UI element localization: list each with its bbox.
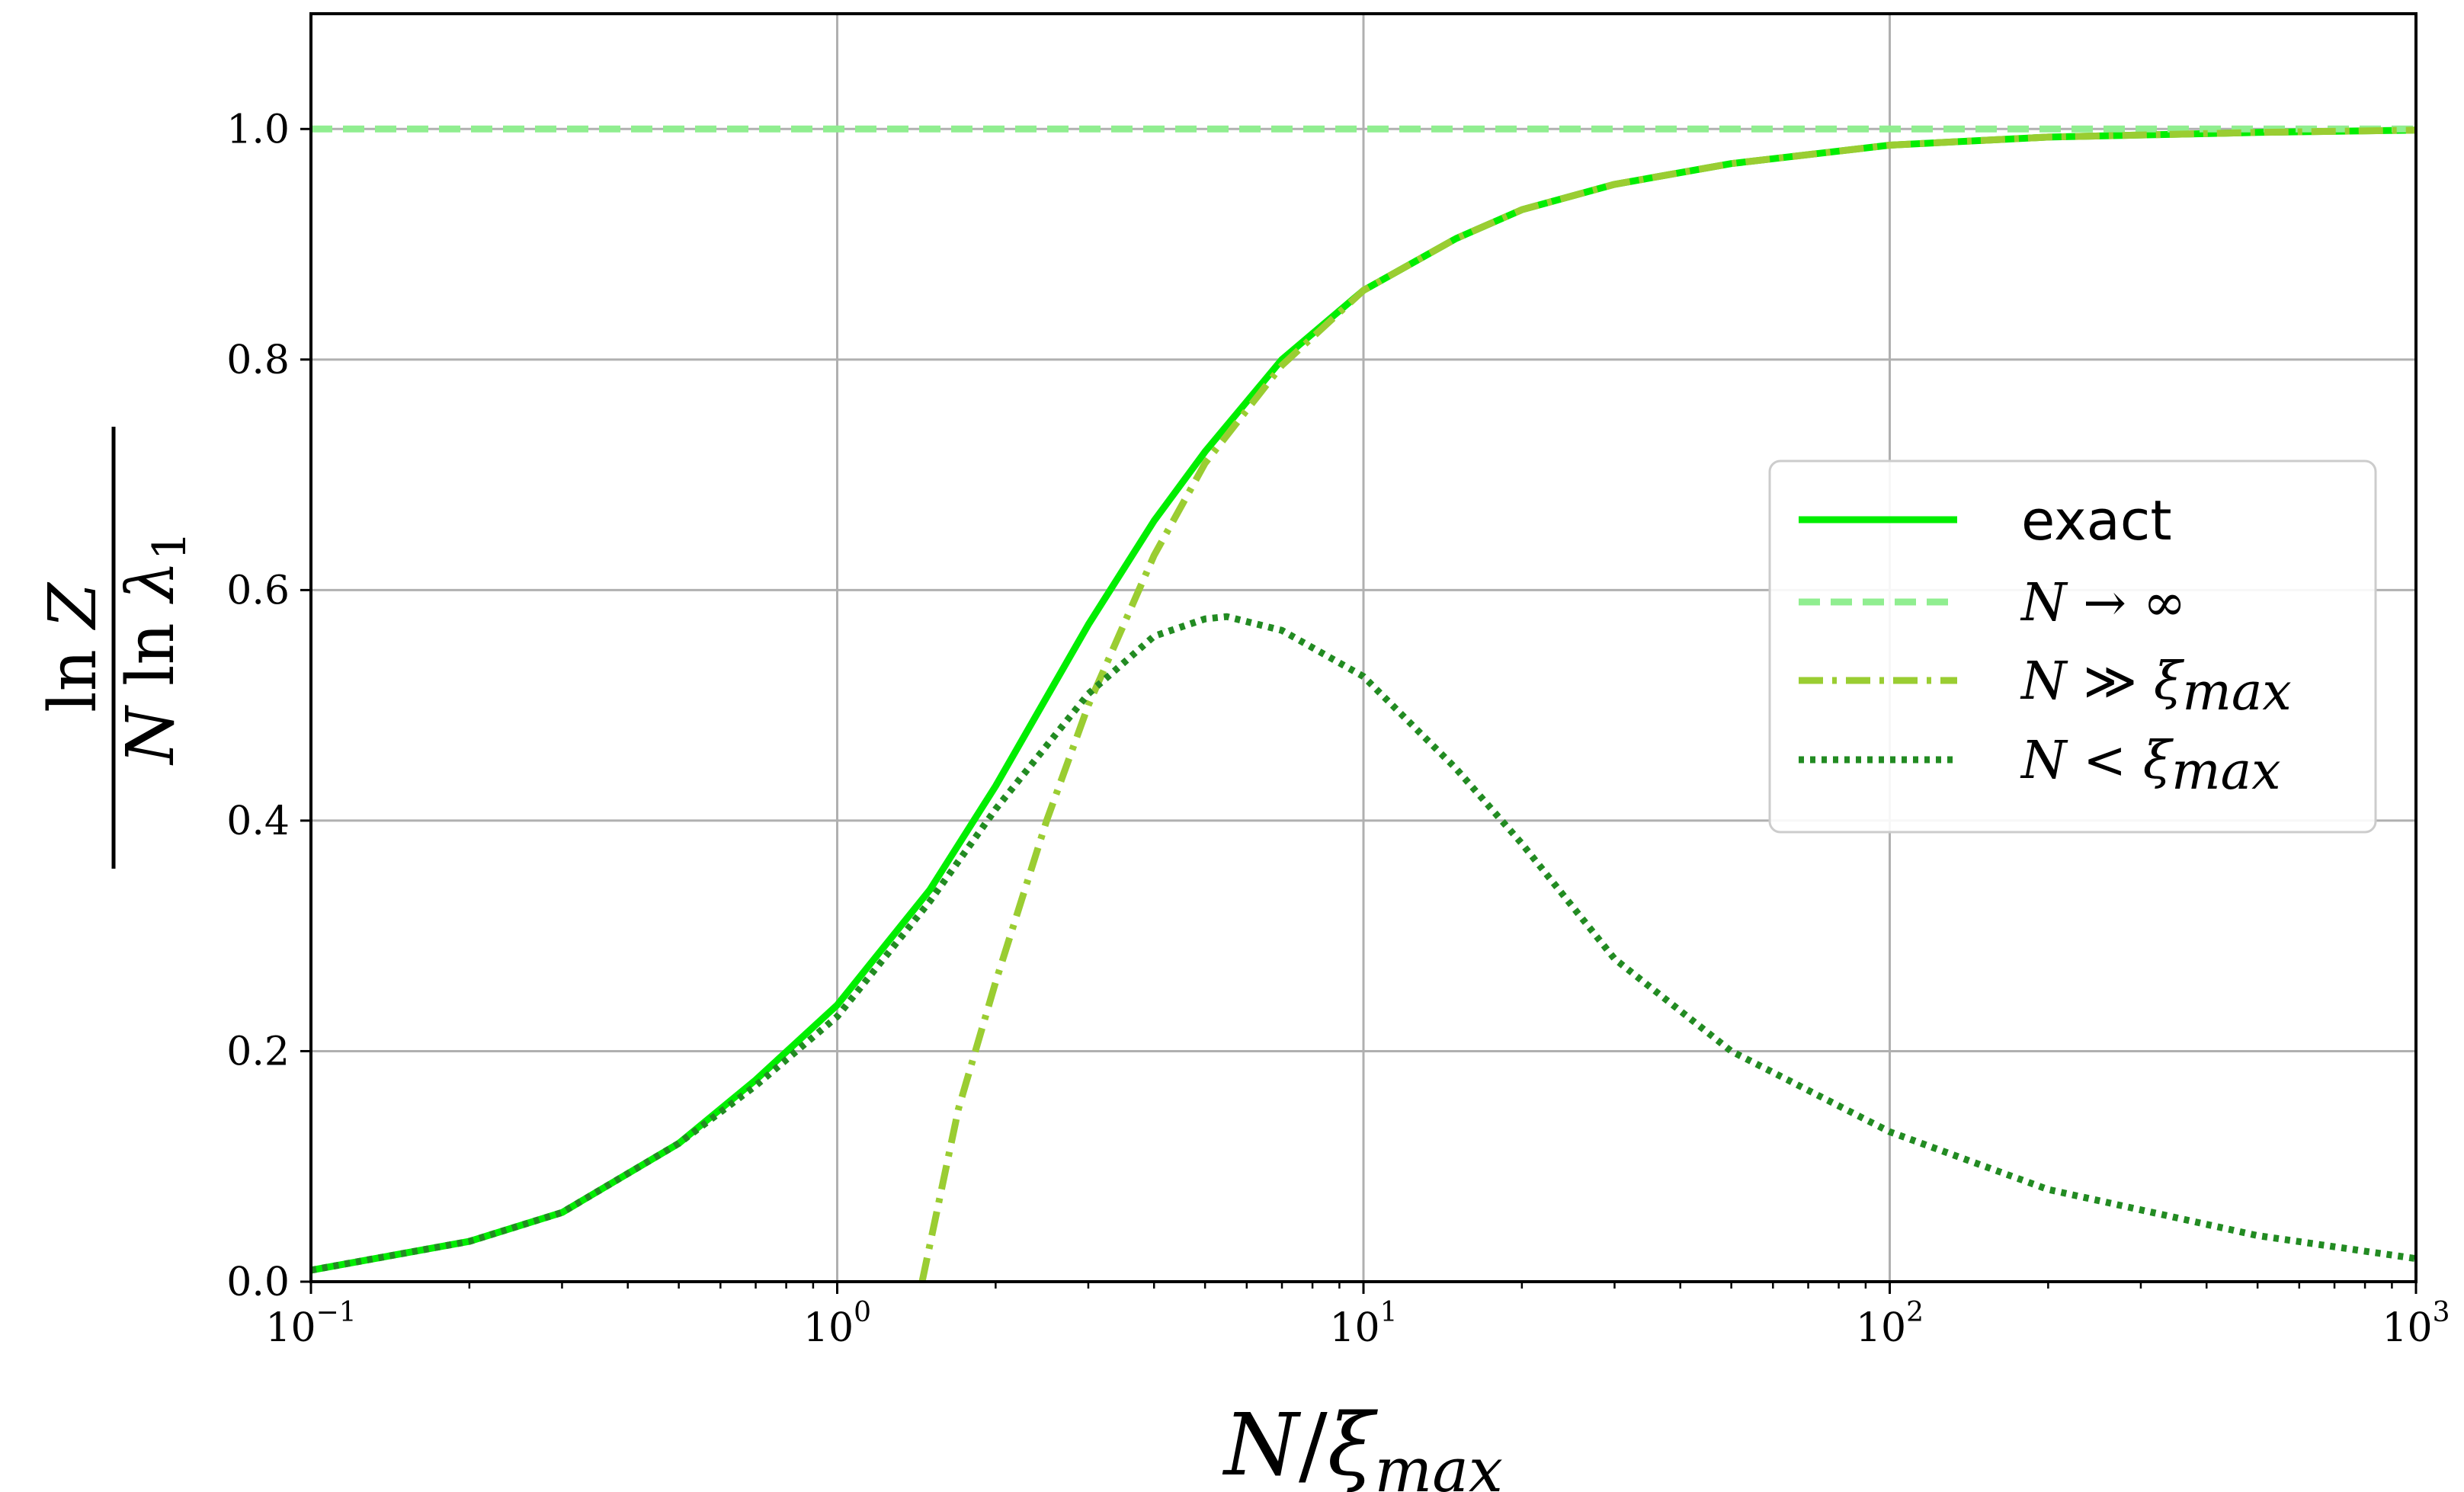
ticks: 0.00.20.40.60.81.010−1 100 101 102 103: [226, 107, 2450, 1351]
y-tick-label: 0.8: [226, 338, 290, 383]
x-tick-exponent: 3: [2433, 1297, 2450, 1328]
x-tick-exponent: 1: [1380, 1297, 1398, 1328]
grid: [311, 14, 2416, 1282]
x-tick-exponent: 0: [854, 1297, 871, 1328]
y-tick-label: 1.0: [226, 107, 290, 152]
x-axis-label: N/ξmax: [1222, 1396, 1503, 1492]
series-line-2: [918, 126, 2416, 1282]
x-tick-base: 10: [1329, 1305, 1379, 1351]
y-label-numerator: ln Z: [35, 582, 111, 712]
legend: exact N → ∞ N ≫ ξmax N < ξmax: [1768, 459, 2377, 834]
y-axis-label: ln ZN ln λ1: [35, 427, 197, 869]
x-tick-label: 101: [1329, 1297, 1397, 1351]
axis-labels: N/ξmax ln ZN ln λ1: [35, 427, 1503, 1492]
x-tick-base: 10: [2382, 1305, 2432, 1351]
legend-box: [1768, 459, 2377, 834]
legend-label-n-gg-xi: N ≫ ξmax: [2020, 652, 2292, 722]
y-tick-label: 0.4: [226, 799, 290, 844]
series-group: [311, 125, 2416, 1282]
x-tick-label: 10−1: [265, 1297, 356, 1351]
x-tick-exponent: 2: [1906, 1297, 1924, 1328]
series-line-3: [311, 613, 2416, 1274]
x-tick-base: 10: [1856, 1305, 1906, 1351]
y-label-denominator: N ln λ1: [113, 531, 197, 766]
y-tick-label: 0.0: [226, 1260, 290, 1305]
y-tick-label: 0.6: [226, 568, 290, 613]
x-tick-base: 10: [803, 1305, 854, 1351]
x-tick-label: 102: [1856, 1297, 1924, 1351]
y-tick-label: 0.2: [226, 1029, 290, 1074]
x-tick-label: 100: [803, 1297, 871, 1351]
x-tick-exponent: −1: [316, 1297, 357, 1328]
legend-label-n-lt-xi: N < ξmax: [2020, 731, 2281, 802]
x-tick-base: 10: [265, 1305, 316, 1351]
x-tick-label: 103: [2382, 1297, 2450, 1351]
legend-label-n-infinity: N → ∞: [2020, 573, 2186, 633]
legend-label-exact: exact: [2021, 488, 2172, 552]
